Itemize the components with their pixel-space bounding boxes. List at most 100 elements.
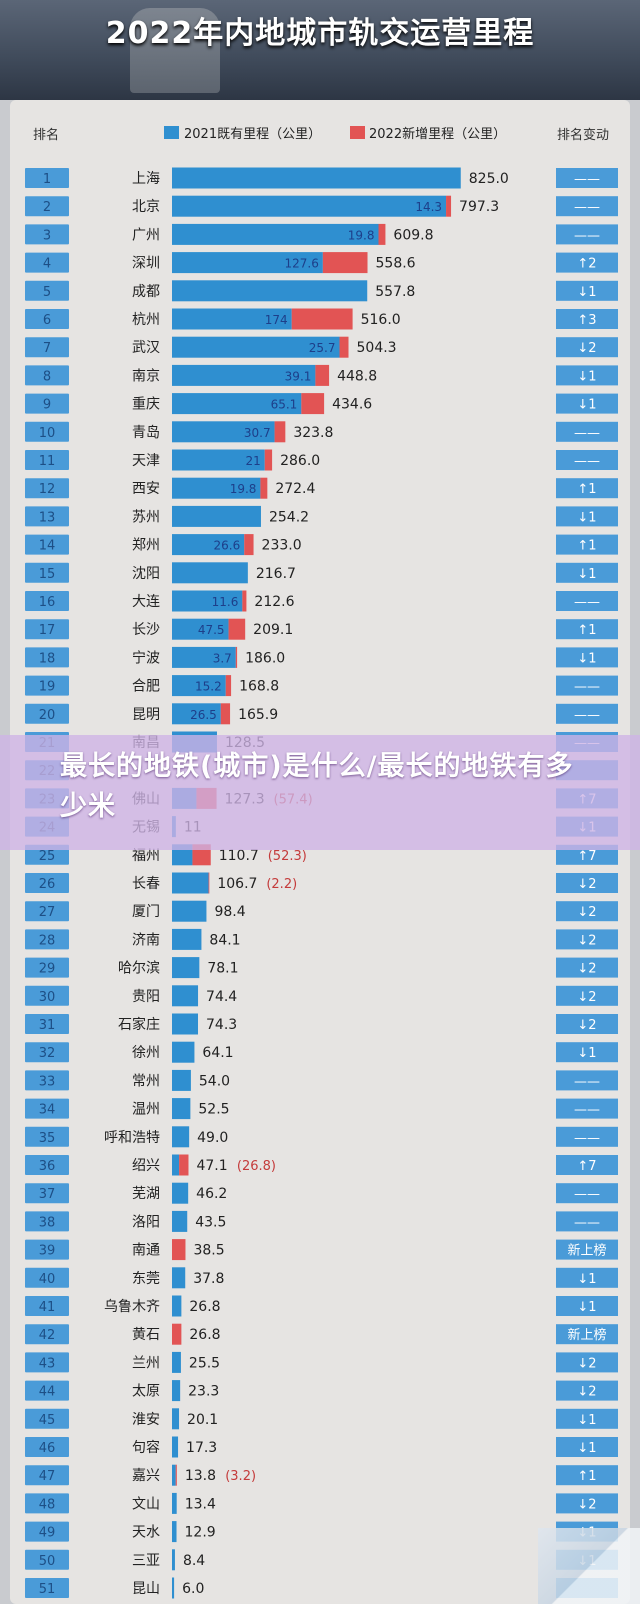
rank-label: 48: [39, 1497, 56, 1512]
rank-box: [25, 929, 69, 950]
bar-existing: [172, 562, 248, 584]
rank-label: 2: [43, 200, 51, 215]
bar-existing: [172, 1098, 191, 1120]
city-label: 南通: [132, 1243, 160, 1259]
bar-existing: [172, 1013, 199, 1035]
city-label: 广州: [132, 227, 160, 243]
new-value-label: 21: [245, 454, 260, 468]
new-value-label: 14.3: [415, 200, 442, 214]
bar-new: [322, 252, 368, 274]
rank-label: 25: [39, 849, 56, 864]
city-label: 上海: [132, 171, 160, 187]
rank-box: [25, 985, 69, 1006]
rank-label: 17: [39, 623, 56, 638]
city-label: 呼和浩特: [104, 1130, 160, 1146]
change-box: [556, 506, 618, 527]
rank-box: [25, 1437, 69, 1457]
change-label: ↓1: [577, 1441, 596, 1456]
rank-label: 47: [39, 1469, 56, 1484]
change-box: [556, 309, 618, 329]
change-label: ↓1: [577, 510, 596, 525]
change-box: [556, 1380, 618, 1401]
total-value-label: 26.8: [189, 1299, 220, 1315]
caption-overlay: [0, 735, 640, 850]
rank-box: [25, 534, 69, 555]
rank-label: 43: [39, 1356, 56, 1371]
change-label: ↓1: [577, 369, 596, 384]
rank-box: [25, 647, 69, 668]
total-value-label: 825.0: [469, 171, 509, 187]
city-label: 北京: [132, 199, 160, 215]
city-label: 东莞: [132, 1271, 160, 1287]
change-label: ↓1: [577, 1046, 596, 1061]
rank-column-header: 排名: [33, 128, 60, 143]
rank-box: [25, 1352, 69, 1373]
city-label: 合肥: [132, 679, 160, 695]
change-label: ↓2: [577, 933, 596, 948]
total-value-label: 47.1: [196, 1158, 227, 1174]
rank-label: 31: [39, 1018, 56, 1033]
total-value-label: 209.1: [253, 622, 293, 638]
new-value-label: (2.2): [266, 877, 297, 892]
rank-label: 8: [43, 369, 51, 384]
total-value-label: 49.0: [197, 1130, 228, 1146]
change-box: [556, 478, 618, 499]
change-box: [556, 280, 618, 301]
bar-new: [274, 421, 286, 443]
bar-new: [315, 364, 330, 386]
city-label: 绍兴: [132, 1158, 160, 1174]
bar-existing: [172, 1267, 186, 1289]
change-box: [556, 591, 618, 611]
total-value-label: 110.7: [219, 848, 259, 864]
change-box: [556, 1408, 618, 1429]
change-label: ↓2: [577, 877, 596, 892]
change-box: [556, 196, 618, 217]
change-box: [556, 534, 618, 555]
bar-existing: [172, 1492, 177, 1514]
rank-box: [25, 591, 69, 611]
rank-label: 3: [43, 228, 51, 243]
rank-box: [25, 1493, 69, 1514]
city-label: 三亚: [132, 1553, 160, 1569]
bar-new: [446, 195, 452, 217]
rank-label: 5: [43, 285, 51, 300]
total-value-label: 323.8: [293, 425, 333, 441]
rank-label: 20: [39, 708, 56, 723]
change-label: ——: [574, 595, 600, 610]
total-value-label: 43.5: [195, 1214, 226, 1230]
rank-box: [25, 1042, 69, 1063]
rank-label: 51: [39, 1582, 56, 1597]
city-label: 天津: [132, 453, 160, 469]
page-title: 2022年内地城市轨交运营里程: [105, 16, 535, 51]
rank-label: 50: [39, 1554, 56, 1569]
new-value-label: 127.6: [284, 257, 318, 271]
rank-label: 26: [39, 877, 56, 892]
change-box: [556, 873, 618, 893]
rank-box: [25, 873, 69, 893]
new-value-label: 39.1: [285, 369, 312, 383]
city-label: 成都: [132, 284, 160, 300]
bar-existing: [172, 957, 200, 979]
city-label: 乌鲁木齐: [104, 1299, 160, 1315]
total-value-label: 516.0: [361, 312, 401, 328]
bar-existing: [172, 646, 236, 668]
total-value-label: 13.4: [185, 1496, 216, 1512]
rank-label: 32: [39, 1046, 56, 1061]
bar-new: [179, 1154, 189, 1176]
new-value-label: 15.2: [195, 680, 222, 694]
city-label: 郑州: [132, 538, 160, 554]
city-label: 太原: [132, 1384, 160, 1400]
change-label: ↓2: [577, 905, 596, 920]
bar-existing: [172, 1154, 180, 1176]
bar-existing: [172, 618, 229, 640]
total-value-label: 797.3: [459, 199, 499, 215]
new-value-label: 174: [265, 313, 288, 327]
bar-new: [242, 590, 247, 612]
rank-box: [25, 1211, 69, 1232]
new-value-label: 30.7: [244, 426, 271, 440]
change-box: [556, 1042, 618, 1063]
rank-box: [25, 450, 69, 470]
total-value-label: 448.8: [337, 368, 377, 384]
rank-box: [25, 675, 69, 696]
